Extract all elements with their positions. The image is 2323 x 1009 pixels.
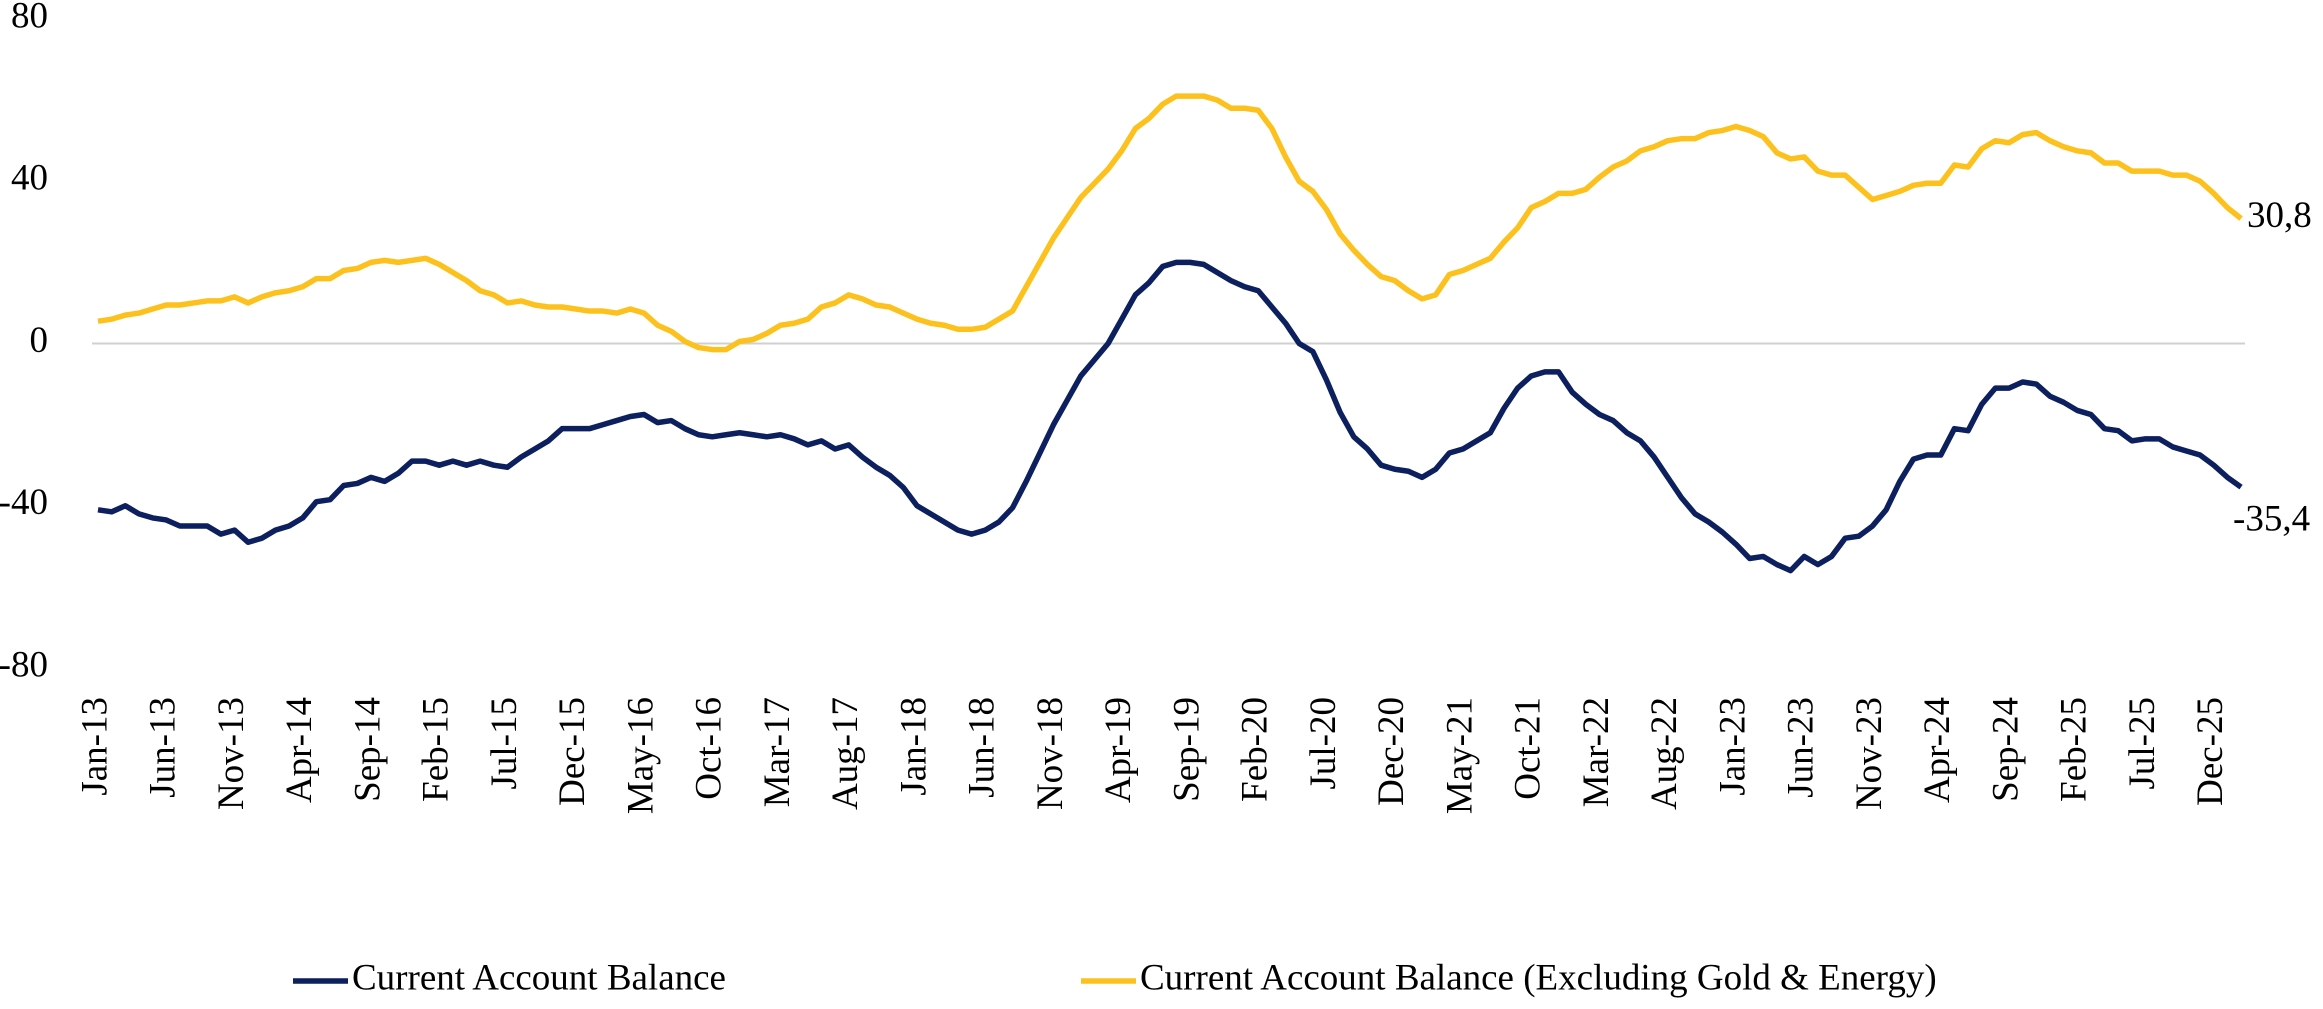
- y-tick-label: -40: [0, 482, 48, 523]
- x-tick-label: Aug-17: [825, 697, 866, 810]
- x-tick-label: Jul-20: [1303, 697, 1344, 790]
- x-tick-label: Oct-21: [1508, 697, 1549, 800]
- y-tick-label: 0: [30, 320, 49, 361]
- y-tick-label: -80: [0, 644, 48, 685]
- x-tick-label: Jul-25: [2122, 697, 2163, 790]
- x-tick-label: Nov-18: [1030, 697, 1071, 810]
- value-label: 30,8: [2247, 195, 2312, 236]
- y-tick-label: 40: [11, 158, 48, 199]
- x-tick-label: Jan-13: [74, 697, 115, 796]
- x-tick-label: Apr-24: [1917, 697, 1958, 803]
- x-tick-label: Dec-20: [1371, 697, 1412, 806]
- x-tick-label: Dec-15: [552, 697, 593, 806]
- x-tick-label: Apr-19: [1098, 697, 1139, 803]
- legend-label: Current Account Balance: [352, 957, 726, 998]
- y-tick-label: 80: [11, 0, 48, 36]
- x-tick-label: Jun-13: [143, 697, 184, 798]
- x-tick-label: Jun-23: [1781, 697, 1822, 798]
- value-label: -35,4: [2233, 499, 2310, 540]
- x-tick-label: Oct-16: [689, 697, 730, 800]
- x-tick-label: May-16: [620, 697, 661, 814]
- x-tick-label: Sep-14: [347, 697, 388, 802]
- x-tick-label: Jul-15: [484, 697, 525, 790]
- x-tick-label: Apr-14: [279, 697, 320, 803]
- x-tick-label: Nov-13: [211, 697, 252, 810]
- x-tick-label: Dec-25: [2190, 697, 2231, 806]
- x-tick-label: Jan-23: [1712, 697, 1753, 796]
- x-tick-label: Nov-23: [1849, 697, 1890, 810]
- x-tick-label: Jun-18: [962, 697, 1003, 798]
- x-tick-label: Feb-20: [1235, 697, 1276, 802]
- x-tick-label: Mar-22: [1576, 697, 1617, 807]
- x-tick-label: Feb-25: [2054, 697, 2095, 802]
- series-line: [97, 259, 2243, 574]
- x-tick-label: Mar-17: [757, 697, 798, 807]
- legend-label: Current Account Balance (Excluding Gold …: [1140, 957, 1937, 998]
- x-tick-label: Aug-22: [1644, 697, 1685, 810]
- x-tick-label: Sep-19: [1166, 697, 1207, 802]
- x-tick-label: Jan-18: [893, 697, 934, 796]
- x-tick-label: Sep-24: [1985, 697, 2026, 802]
- series-line: [97, 93, 2243, 353]
- x-tick-label: May-21: [1439, 697, 1480, 814]
- x-tick-label: Feb-15: [416, 697, 457, 802]
